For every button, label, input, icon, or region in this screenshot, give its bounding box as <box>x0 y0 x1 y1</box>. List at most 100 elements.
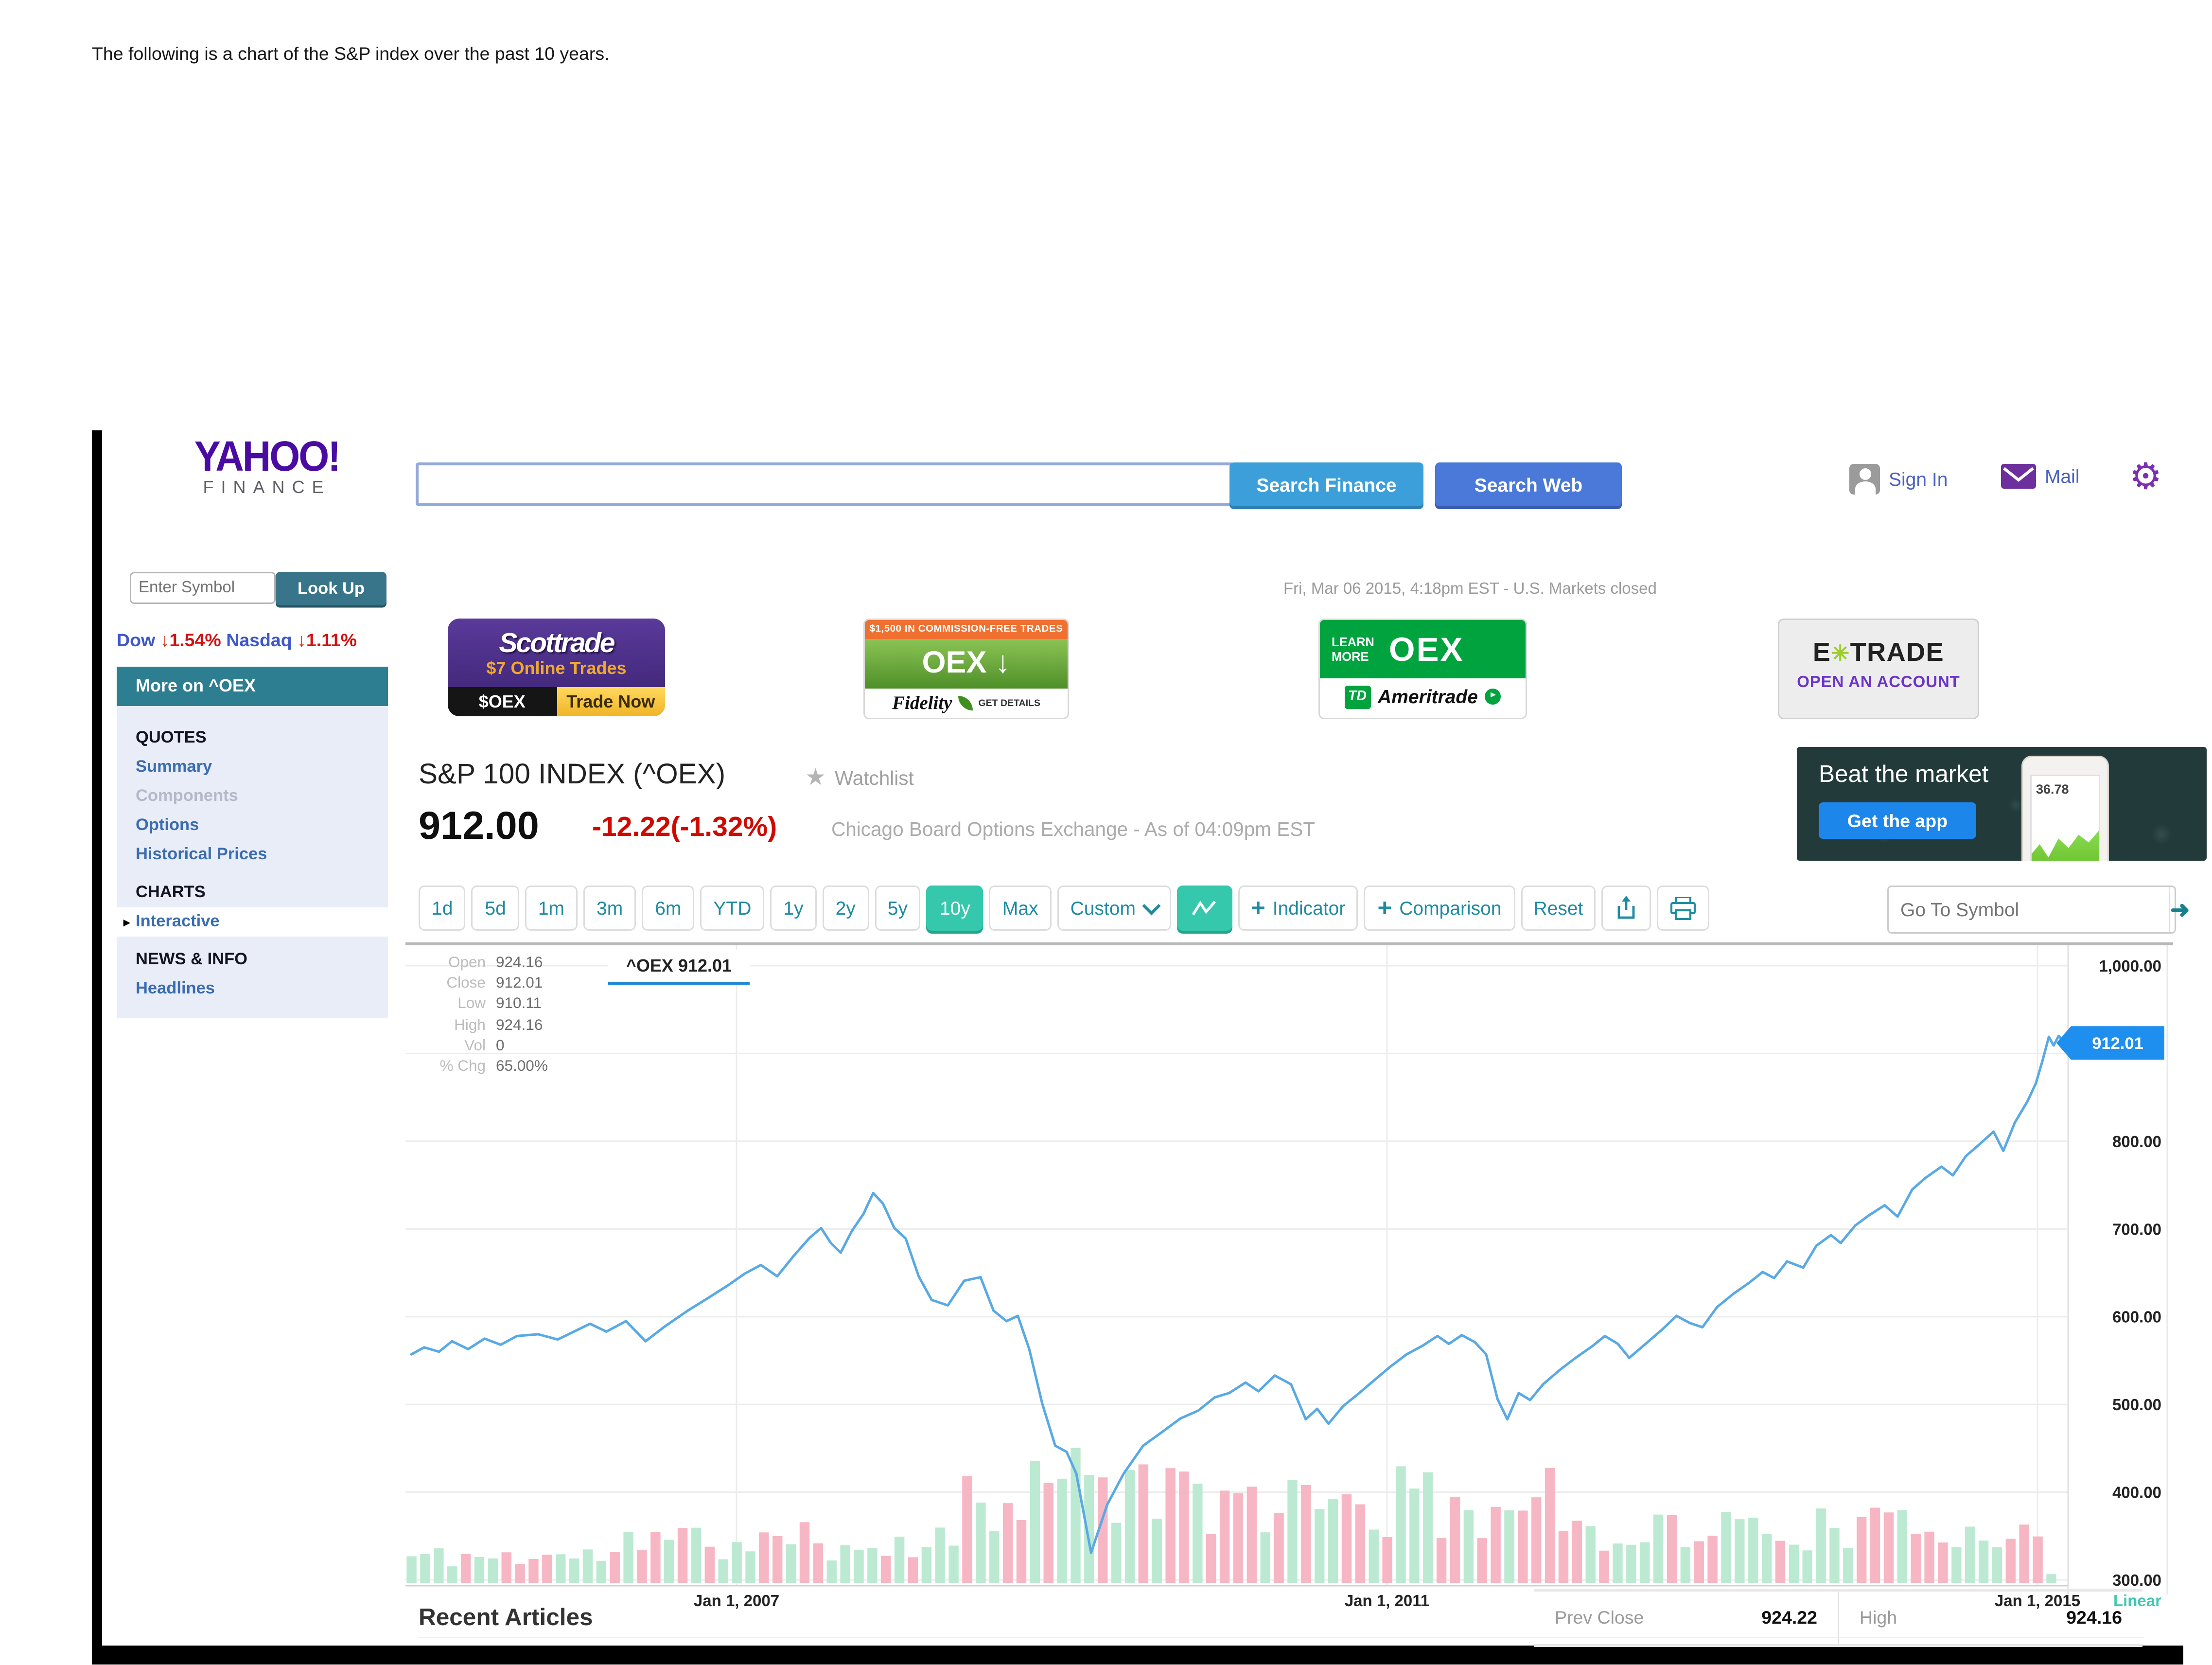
look-up-button[interactable]: Look Up <box>276 572 386 605</box>
ohlc-label: Open <box>448 954 486 972</box>
frame-bottom-border <box>92 1646 2183 1665</box>
svg-text:1,000.00: 1,000.00 <box>2099 957 2161 975</box>
sidebar-item-interactive[interactable]: ► Interactive <box>117 907 388 937</box>
search-finance-button[interactable]: Search Finance <box>1229 462 1423 506</box>
asterisk-icon: ✳ <box>1831 642 1850 667</box>
go-button[interactable]: ➜ <box>2169 887 2190 932</box>
custom-range-button[interactable]: Custom <box>1057 886 1171 931</box>
mail-button[interactable]: Mail <box>2001 464 2080 489</box>
plus-icon: + <box>1250 893 1265 921</box>
quote-price: 912.00 <box>419 804 539 848</box>
range-button-max[interactable]: Max <box>989 886 1052 931</box>
search-input[interactable] <box>416 462 1234 506</box>
plus-icon: + <box>1377 893 1392 921</box>
svg-text:500.00: 500.00 <box>2112 1396 2161 1414</box>
range-button-5d[interactable]: 5d <box>472 886 519 931</box>
ad-scottrade[interactable]: Scottrade $7 Online Trades $OEX Trade No… <box>448 619 665 716</box>
quote-exchange: Chicago Board Options Exchange - As of 0… <box>831 818 1316 840</box>
td-logo: TD <box>1344 685 1371 709</box>
quote-change: -12.22(-1.32%) <box>592 813 777 843</box>
range-button-2y[interactable]: 2y <box>822 886 869 931</box>
print-icon <box>1671 896 1697 920</box>
line-chart-icon <box>1191 900 1216 915</box>
ohlc-info: Open 924.16 Close 912.01 Low 910.11 High 924.16… <box>421 953 548 1077</box>
sidebar-section-title: NEWS & INFO <box>136 951 248 969</box>
range-button-ytd[interactable]: YTD <box>700 886 765 931</box>
range-button-1d[interactable]: 1d <box>419 886 466 931</box>
svg-text:912.01: 912.01 <box>2092 1034 2143 1053</box>
range-button-3m[interactable]: 3m <box>583 886 636 931</box>
svg-text:Jan 1, 2015: Jan 1, 2015 <box>1995 1592 2080 1610</box>
sidebar-item-summary[interactable]: Summary <box>136 759 212 776</box>
promo-headline: Beat the market <box>1819 762 1989 788</box>
index-ticker: Dow ↓1.54% Nasdaq ↓1.11% <box>117 630 357 651</box>
range-button-1y[interactable]: 1y <box>770 886 817 931</box>
chart-toolbar: 1d 5d 1m 3m 6m YTD 1y 2y 5y 10y Max Custom + Indica… <box>419 886 1710 931</box>
market-status: Fri, Mar 06 2015, 4:18pm EST - U.S. Mark… <box>1283 581 1657 598</box>
price-chart[interactable]: 1,000.00 800.00 700.00 600.00 500.00 400.00 30… <box>405 945 2173 1612</box>
stat-high: High 924.16 <box>1838 1592 2142 1644</box>
gear-icon[interactable]: ⚙ <box>2129 457 2162 497</box>
sidebar-menu: QUOTES Summary Components Options Historical… <box>117 706 388 1018</box>
go-to-symbol: ➜ <box>1887 886 2190 934</box>
selected-marker-icon: ► <box>121 916 133 929</box>
phone-graphic: 36.78 <box>2021 756 2109 861</box>
sidebar-item-historical-prices[interactable]: Historical Prices <box>136 846 267 864</box>
yahoo-finance-logo[interactable]: YAHOO! FINANCE <box>158 433 376 497</box>
sign-in-button[interactable]: Sign In <box>1849 464 1948 495</box>
sidebar-section-title: QUOTES <box>136 729 207 747</box>
ohlc-value: 0 <box>496 1037 505 1055</box>
down-arrow-icon: ↓ <box>160 630 170 651</box>
down-arrow-icon: ↓ <box>297 630 306 651</box>
indicator-button[interactable]: + Indicator <box>1237 886 1359 931</box>
line-chart-type-button[interactable] <box>1176 886 1232 931</box>
svg-text:Jan 1, 2011: Jan 1, 2011 <box>1345 1592 1429 1610</box>
dow-link[interactable]: Dow <box>117 630 156 651</box>
series-tab-oex[interactable]: ^OEX 912.01 <box>608 950 750 985</box>
range-button-10y[interactable]: 10y <box>926 886 983 931</box>
comparison-button[interactable]: + Comparison <box>1364 886 1515 931</box>
sidebar-item-headlines[interactable]: Headlines <box>136 980 215 998</box>
get-the-app-button[interactable]: Get the app <box>1819 802 1976 839</box>
go-to-symbol-input[interactable] <box>1889 887 2169 932</box>
watchlist-button[interactable]: ★ Watchlist <box>805 763 914 792</box>
sidebar-header: More on ^OEX <box>117 667 388 706</box>
sidebar-item-options[interactable]: Options <box>136 817 199 834</box>
ad-td-ameritrade[interactable]: LEARN MORE OEX TD Ameritrade ► <box>1318 619 1527 719</box>
recent-articles-heading: Recent Articles <box>419 1605 593 1631</box>
ohlc-label: Vol <box>464 1037 486 1055</box>
range-button-5y[interactable]: 5y <box>874 886 921 931</box>
svg-text:300.00: 300.00 <box>2112 1571 2161 1589</box>
ad-etrade[interactable]: E✳TRADE OPEN AN ACCOUNT <box>1778 619 1979 719</box>
search-web-button[interactable]: Search Web <box>1435 462 1622 506</box>
svg-text:Jan 1, 2007: Jan 1, 2007 <box>694 1592 779 1610</box>
ohlc-label: % Chg <box>439 1058 486 1076</box>
enter-symbol-input[interactable] <box>130 572 276 604</box>
reset-button[interactable]: Reset <box>1520 886 1597 931</box>
avatar-icon <box>1849 464 1880 495</box>
print-button[interactable] <box>1657 886 1710 931</box>
dow-change: 1.54% <box>169 630 221 651</box>
share-icon <box>1618 896 1635 919</box>
svg-text:800.00: 800.00 <box>2112 1133 2161 1151</box>
range-button-6m[interactable]: 6m <box>642 886 695 931</box>
ohlc-label: High <box>454 1016 486 1034</box>
ohlc-value: 924.16 <box>496 1016 543 1034</box>
ohlc-label: Low <box>457 995 486 1013</box>
ohlc-value: 65.00% <box>496 1058 548 1076</box>
chevron-down-icon <box>1141 897 1160 916</box>
yahoo-logo-text: YAHOO! <box>194 433 341 480</box>
frame-left-border <box>92 430 102 1665</box>
share-button[interactable] <box>1602 886 1652 931</box>
ad-beat-the-market[interactable]: Beat the market Get the app 36.78 <box>1797 747 2207 861</box>
intro-text: The following is a chart of the S&P inde… <box>92 44 610 64</box>
finance-logo-text: FINANCE <box>203 477 331 497</box>
play-icon: ► <box>1485 689 1501 705</box>
trade-now-button[interactable]: Trade Now <box>556 687 665 716</box>
nasdaq-link[interactable]: Nasdaq <box>226 630 292 651</box>
arrow-right-icon: ➜ <box>2170 898 2190 923</box>
mail-icon <box>2001 464 2036 489</box>
range-button-1m[interactable]: 1m <box>525 886 578 931</box>
ad-fidelity[interactable]: $1,500 IN COMMISSION-FREE TRADES OEX ↓ F… <box>863 619 1069 719</box>
svg-text:700.00: 700.00 <box>2112 1220 2161 1238</box>
